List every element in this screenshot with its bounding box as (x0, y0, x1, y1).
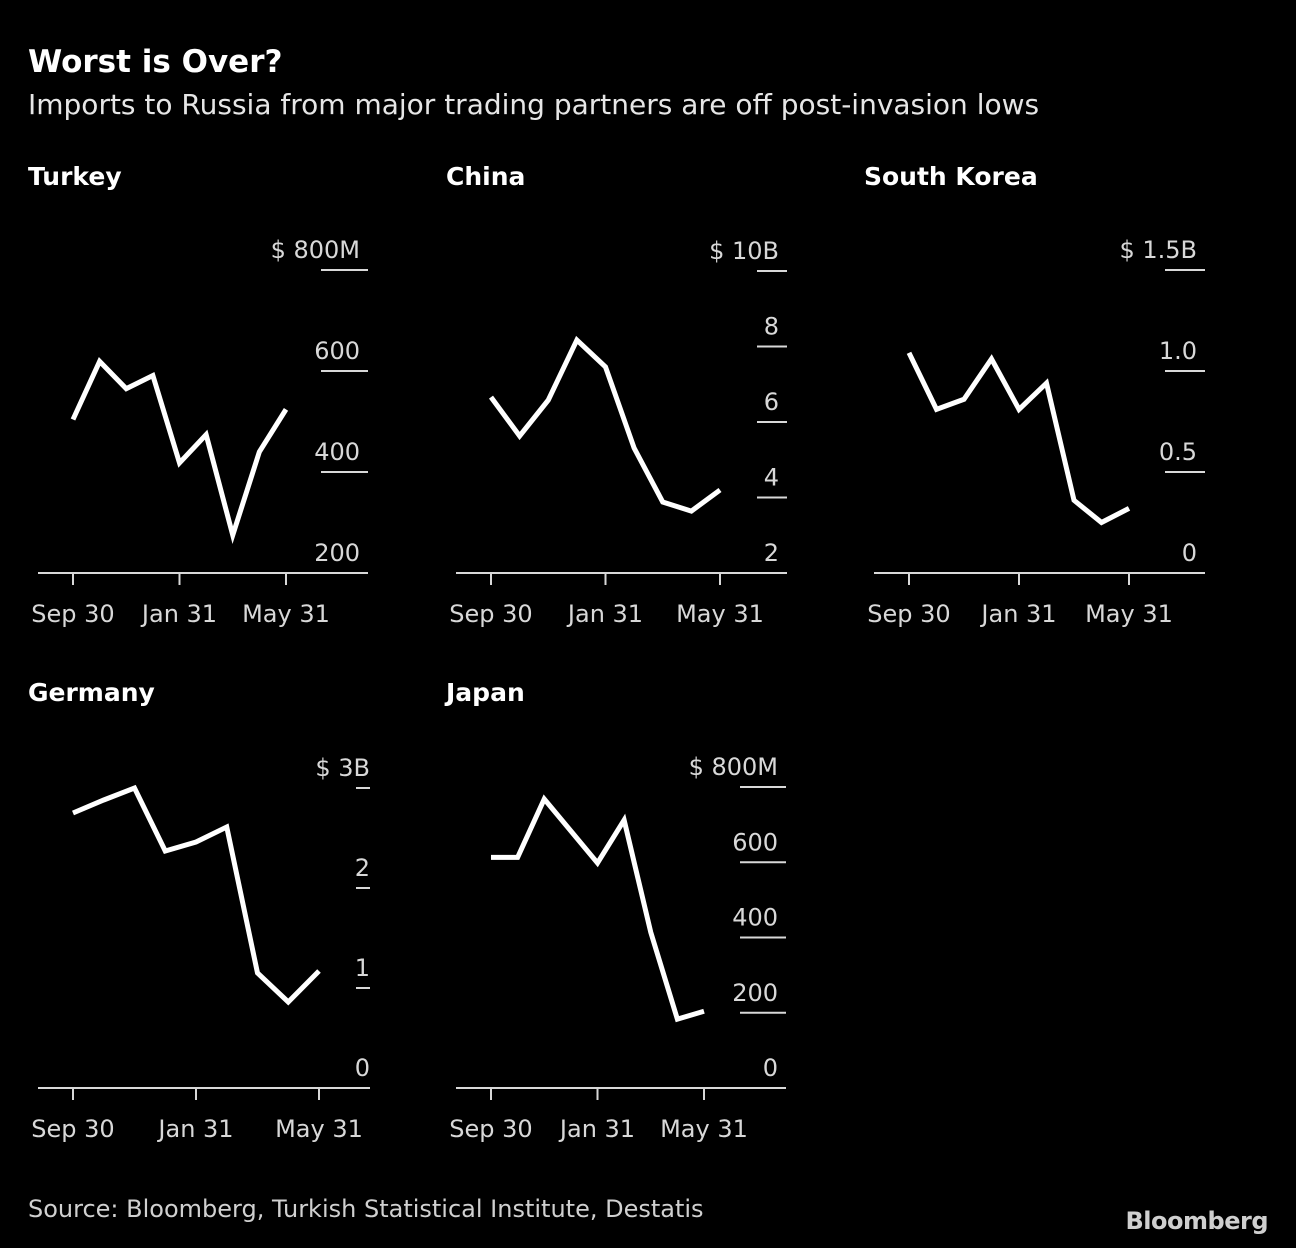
series-line (72, 784, 321, 1006)
y-tick-label: 600 (314, 337, 360, 365)
panel-china: China 2 4 6 8 $ 10B Sep 30 Jan 31 May 31 (446, 162, 787, 628)
source-note: Source: Bloomberg, Turkish Statistical I… (28, 1195, 704, 1223)
y-tick-label: 0.5 (1159, 438, 1197, 466)
y-tick-label: 200 (732, 979, 778, 1007)
x-tick-label: Jan 31 (979, 600, 1056, 628)
y-tick-label: $ 800M (689, 753, 778, 781)
y-tick-label: 400 (732, 904, 778, 932)
panel-title: Germany (28, 678, 155, 707)
panel-title: Turkey (28, 162, 122, 191)
y-tick-label: 2 (764, 539, 779, 567)
y-tick-label: 6 (764, 388, 779, 416)
y-tick-label: 200 (314, 539, 360, 567)
bloomberg-logo: Bloomberg (1125, 1207, 1269, 1235)
x-tick-label: Sep 30 (31, 600, 114, 628)
panel-south-korea: South Korea 0 0.5 1.0 $ 1.5B Sep 30 Jan 31 May … (864, 162, 1205, 628)
series-line (488, 335, 722, 514)
panel-title: Japan (444, 678, 525, 707)
series-line (491, 794, 705, 1023)
chart-subtitle: Imports to Russia from major trading par… (28, 88, 1040, 121)
x-tick-label: May 31 (676, 600, 764, 628)
y-tick-label: 0 (763, 1054, 778, 1082)
x-tick-label: Jan 31 (558, 1115, 635, 1143)
y-tick-label: 400 (314, 438, 360, 466)
series-line (70, 357, 289, 545)
x-tick-label: Sep 30 (31, 1115, 114, 1143)
panel-title: China (446, 162, 525, 191)
series-line (906, 351, 1131, 526)
x-tick-label: May 31 (275, 1115, 363, 1143)
x-tick-label: May 31 (242, 600, 330, 628)
x-tick-label: May 31 (1085, 600, 1173, 628)
y-tick-label: 4 (764, 464, 779, 492)
x-tick-label: Sep 30 (867, 600, 950, 628)
y-tick-label: 600 (732, 828, 778, 856)
x-tick-label: Sep 30 (449, 1115, 532, 1143)
y-tick-label: $ 10B (709, 237, 779, 265)
y-tick-label: 0 (1182, 539, 1197, 567)
panel-title: South Korea (864, 162, 1038, 191)
x-tick-label: May 31 (660, 1115, 748, 1143)
y-tick-label: $ 1.5B (1119, 236, 1197, 264)
panel-turkey: Turkey 200 400 600 $ 800M Sep 30 Jan 31 May 31 (28, 162, 368, 628)
x-tick-label: Sep 30 (449, 600, 532, 628)
y-tick-label: 0 (355, 1054, 370, 1082)
y-tick-label: 2 (355, 854, 370, 882)
y-tick-label: 1 (355, 954, 370, 982)
panel-japan: Japan 0 200 400 600 $ 800M Sep 30 Jan 31 May 31 (444, 678, 786, 1143)
chart-title: Worst is Over? (28, 44, 283, 80)
y-tick-label: $ 3B (315, 754, 370, 782)
x-tick-label: Jan 31 (566, 600, 643, 628)
y-tick-label: 1.0 (1159, 337, 1197, 365)
x-tick-label: Jan 31 (156, 1115, 233, 1143)
y-tick-label: $ 800M (271, 236, 360, 264)
x-tick-label: Jan 31 (140, 600, 217, 628)
y-tick-label: 8 (764, 313, 779, 341)
panel-germany: Germany 0 1 2 $ 3B Sep 30 Jan 31 May 31 (28, 678, 370, 1143)
